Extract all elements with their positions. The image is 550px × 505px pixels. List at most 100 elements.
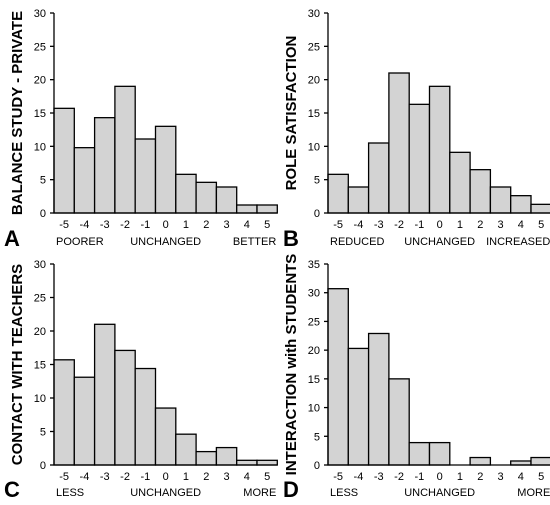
x-tick-label: 2 [203, 471, 209, 483]
x-tick-label: 4 [244, 471, 250, 483]
x-label-center: UNCHANGED [404, 487, 475, 499]
chart-panel-a: 0 5 10 15 20 25 30 -5 -4 -3 -2 -1 0 1 2 3 4 5 BALANCE STUD… [4, 8, 278, 251]
x-label-right: BETTER [233, 236, 276, 248]
x-tick-label: -1 [414, 471, 424, 483]
x-tick-label: -2 [394, 219, 404, 231]
bar-1 [449, 151, 471, 214]
y-tick-label: 25 [34, 41, 46, 53]
x-tick-label: -3 [374, 219, 384, 231]
bar-1 [175, 433, 197, 466]
bar-4 [510, 195, 532, 214]
bar--3 [93, 323, 116, 466]
y-tick-label: 0 [314, 460, 320, 472]
bar-4 [236, 459, 258, 466]
bar--3 [367, 142, 390, 214]
bar-3 [215, 446, 238, 466]
x-tick-label: 0 [437, 471, 443, 483]
x-tick-label: 2 [477, 219, 483, 231]
bar--5 [327, 173, 349, 214]
x-tick-label: -2 [394, 471, 404, 483]
x-tick-label: 1 [457, 219, 463, 231]
x-tick-label: -2 [120, 219, 130, 231]
x-tick-label: -1 [414, 219, 424, 231]
x-tick-label: 4 [518, 471, 524, 483]
y-tick-label: 10 [308, 141, 320, 153]
x-tick-label: 3 [223, 471, 229, 483]
y-tick-label: 20 [34, 326, 46, 338]
x-tick-label: -3 [100, 219, 110, 231]
bar--1 [134, 138, 157, 214]
x-tick-label: -5 [333, 219, 343, 231]
y-axis-title: BALANCE STUDY - PRIVATE [9, 11, 26, 215]
y-tick-label: 30 [34, 8, 46, 20]
y-tick-label: 15 [34, 108, 46, 120]
bar--4 [347, 186, 370, 214]
y-tick-label: 25 [34, 293, 46, 305]
panel-label: C [4, 477, 20, 502]
bar--2 [114, 85, 136, 214]
y-tick-label: 35 [308, 259, 320, 271]
y-tick-label: 30 [308, 8, 320, 20]
y-tick-label: 5 [314, 431, 320, 443]
x-tick-label: -5 [59, 471, 69, 483]
x-tick-label: 5 [538, 471, 544, 483]
y-tick-label: 25 [308, 41, 320, 53]
bar-1 [175, 173, 197, 214]
panel-label: B [283, 226, 299, 251]
bar-5 [256, 204, 278, 214]
y-tick-label: 15 [308, 374, 320, 386]
bar--4 [347, 347, 370, 466]
x-label-left: REDUCED [330, 236, 384, 248]
bar-2 [469, 456, 492, 466]
bar--3 [93, 117, 116, 214]
x-tick-label: -5 [59, 219, 69, 231]
chart-panel-b: 0 5 10 15 20 25 30 -5 -4 -3 -2 -1 0 1 2 3 4 5 ROLE SATISFA… [283, 8, 550, 251]
bar-0 [154, 125, 177, 214]
x-tick-label: 5 [264, 219, 270, 231]
x-tick-label: 2 [203, 219, 209, 231]
x-label-left: LESS [56, 487, 84, 499]
bar-0 [428, 441, 451, 466]
bar--2 [388, 378, 410, 466]
x-label-left: LESS [330, 487, 358, 499]
x-label-center: UNCHANGED [130, 487, 201, 499]
x-tick-label: -5 [333, 471, 343, 483]
x-tick-label: 4 [244, 219, 250, 231]
bar--2 [114, 349, 136, 466]
bar-4 [236, 204, 258, 214]
bar-5 [530, 456, 550, 466]
x-tick-label: 3 [497, 471, 503, 483]
bar-0 [428, 85, 451, 214]
x-tick-label: 5 [538, 219, 544, 231]
bar--5 [53, 107, 75, 214]
x-tick-label: -4 [80, 219, 90, 231]
bar--4 [73, 376, 96, 466]
bar--1 [134, 367, 157, 466]
y-tick-label: 20 [308, 345, 320, 357]
bar-3 [215, 186, 238, 214]
y-tick-label: 20 [308, 75, 320, 87]
y-tick-label: 10 [34, 141, 46, 153]
x-tick-label: -1 [140, 219, 150, 231]
x-label-left: POORER [56, 236, 104, 248]
y-tick-label: 0 [40, 460, 46, 472]
y-tick-label: 10 [308, 403, 320, 415]
panel-label: D [283, 477, 299, 502]
x-label-center: UNCHANGED [130, 236, 201, 248]
bar--5 [327, 288, 349, 466]
x-label-right: MORE [243, 487, 276, 499]
x-tick-label: -4 [354, 471, 364, 483]
x-tick-label: 1 [183, 219, 189, 231]
bar-3 [489, 186, 512, 214]
y-tick-label: 15 [34, 360, 46, 372]
x-tick-label: 0 [437, 219, 443, 231]
x-tick-label: 2 [477, 471, 483, 483]
x-tick-label: -4 [80, 471, 90, 483]
x-label-center: UNCHANGED [404, 236, 475, 248]
bar--4 [73, 147, 96, 214]
x-label-right: MORE [517, 487, 550, 499]
y-tick-label: 20 [34, 75, 46, 87]
y-tick-label: 30 [34, 259, 46, 271]
chart-panel-c: 0 5 10 15 20 25 30 -5 -4 -3 -2 -1 0 1 2 3 4 5 CONTACT WITH… [4, 259, 278, 502]
x-tick-label: 4 [518, 219, 524, 231]
